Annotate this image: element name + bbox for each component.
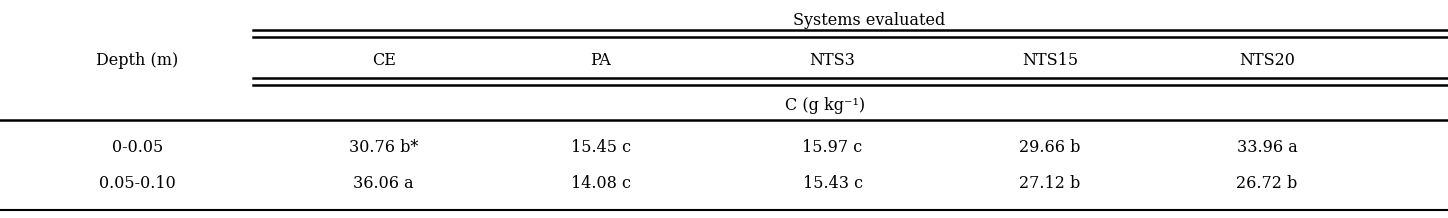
Text: 27.12 b: 27.12 b (1019, 174, 1080, 191)
Text: 30.76 b*: 30.76 b* (349, 140, 418, 157)
Text: 15.45 c: 15.45 c (571, 140, 631, 157)
Text: Systems evaluated: Systems evaluated (792, 12, 946, 29)
Text: 14.08 c: 14.08 c (571, 174, 631, 191)
Text: NTS20: NTS20 (1239, 51, 1295, 68)
Text: 26.72 b: 26.72 b (1237, 174, 1297, 191)
Text: 0.05-0.10: 0.05-0.10 (98, 174, 177, 191)
Text: NTS15: NTS15 (1022, 51, 1077, 68)
Text: NTS3: NTS3 (809, 51, 856, 68)
Text: 0-0.05: 0-0.05 (111, 140, 164, 157)
Text: 29.66 b: 29.66 b (1019, 140, 1080, 157)
Text: 36.06 a: 36.06 a (353, 174, 414, 191)
Text: 15.43 c: 15.43 c (802, 174, 863, 191)
Text: C (g kg⁻¹): C (g kg⁻¹) (785, 97, 866, 114)
Text: 15.97 c: 15.97 c (802, 140, 863, 157)
Text: PA: PA (591, 51, 611, 68)
Text: Depth (m): Depth (m) (97, 51, 178, 68)
Text: CE: CE (372, 51, 395, 68)
Text: 33.96 a: 33.96 a (1237, 140, 1297, 157)
